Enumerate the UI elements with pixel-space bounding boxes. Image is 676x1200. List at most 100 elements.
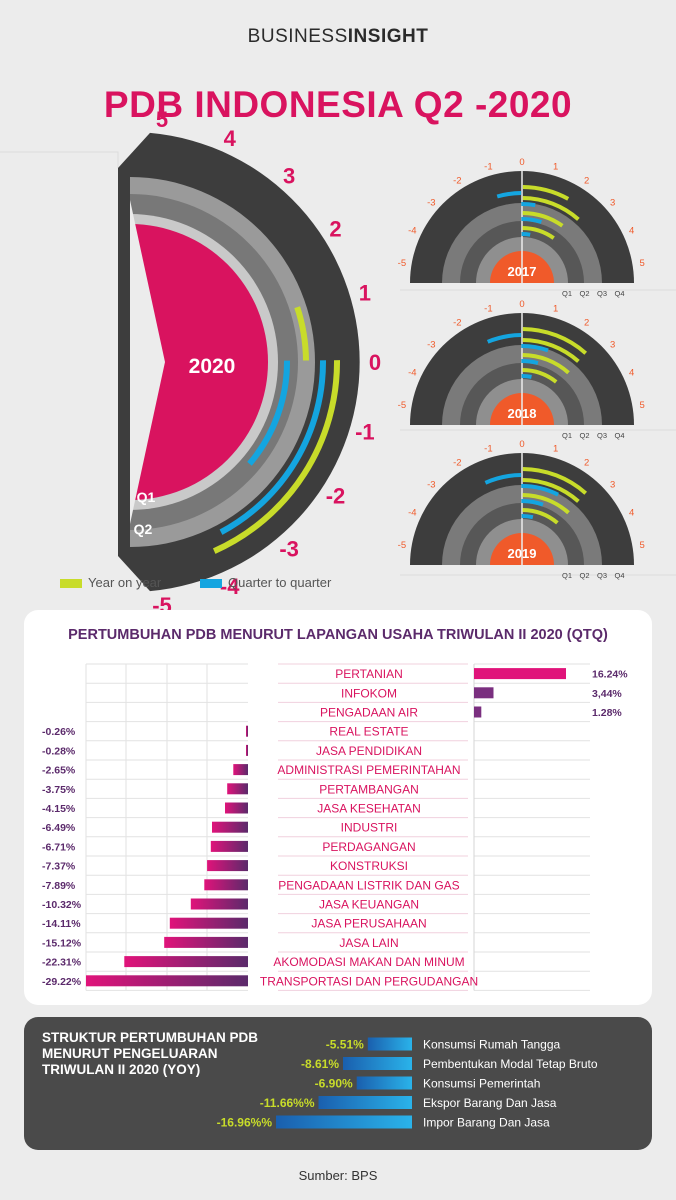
small-gauge-tick-label: -5: [398, 540, 406, 551]
legend-swatch-yoy: [60, 579, 82, 589]
small-gauge-arc-qtq-2019-q4: [521, 513, 534, 520]
qtq-category-label: PERDAGANGAN: [322, 840, 415, 854]
small-gauge-arc-yoy-2018-q1: [522, 327, 588, 355]
main-gauge-tick-label: -4: [220, 574, 240, 599]
legend-swatch-qtq: [200, 579, 222, 589]
qtq-bar: [474, 706, 482, 718]
small-gauge-tick-label: -1: [484, 162, 492, 173]
qtq-value-label: -3.75%: [42, 784, 76, 796]
small-gauge-arc-qtq-2017-q3: [521, 216, 543, 224]
qtq-value-label: -4.15%: [42, 803, 76, 815]
small-gauge-tick-label: 3: [610, 339, 615, 350]
main-gauge-ring-label-q1: Q1: [137, 489, 156, 505]
main-gauge-arc-q2-qtq: [219, 360, 327, 535]
qtq-bar: [246, 725, 248, 737]
small-gauge-arc-qtq-2018-q2: [521, 343, 549, 353]
main-gauge-year: 2020: [189, 355, 236, 378]
yoy-value-label: -5.51%: [326, 1038, 364, 1052]
qtq-value-label: -15.12%: [42, 937, 82, 949]
qtq-category-label: JASA KESEHATAN: [317, 802, 421, 816]
legend-label-yoy: Year on year: [88, 575, 162, 590]
qtq-value-label: -22.31%: [42, 957, 82, 969]
small-gauge-tick-label: 2: [584, 318, 589, 329]
small-gauge-year: 2017: [508, 264, 537, 279]
small-gauge-tick-label: 3: [610, 479, 615, 490]
small-gauge-tick-label: 3: [610, 197, 615, 208]
small-gauge-tick-label: -4: [408, 226, 416, 237]
small-gauge-arc-yoy-2017-q4: [522, 226, 555, 240]
brand-part-1: BUSINESS: [247, 26, 348, 47]
main-gauge-arc-q1-qtq: [247, 360, 291, 466]
qtq-value-label: -7.37%: [42, 861, 76, 873]
main-gauge-tick-label: -1: [355, 420, 375, 445]
qtq-category-label: PERTANIAN: [335, 667, 403, 681]
small-gauge-arc-qtq-2018-q4: [521, 374, 532, 379]
main-gauge-tick-label: 2: [329, 217, 341, 242]
brand-logo: BUSINESSINSIGHT: [0, 26, 676, 48]
small-gauge-arc-qtq-2017-q2: [521, 201, 536, 208]
main-gauge-notch: [130, 200, 165, 524]
yoy-category-label: Ekspor Barang Dan Jasa: [423, 1096, 557, 1110]
small-gauge-tick-label: -3: [427, 479, 435, 490]
legend-item-qtq: Quarter to quarter: [200, 575, 331, 590]
qtq-value-label: -2.65%: [42, 765, 76, 777]
small-gauge-arc-qtq-2019-q3: [521, 498, 544, 507]
small-gauge-year: 2018: [508, 406, 537, 421]
small-gauge-quarter-label: Q1: [562, 431, 572, 440]
qtq-value-label: -29.22%: [42, 976, 82, 988]
qtq-value-label: 3,44%: [592, 688, 622, 700]
small-gauge-quarter-label: Q2: [579, 431, 589, 440]
small-gauge-tick-label: 1: [553, 304, 558, 315]
qtq-bar: [124, 956, 248, 968]
small-gauge-quarter-label: Q1: [562, 289, 572, 298]
yoy-bar: [276, 1115, 412, 1129]
yoy-chart-title: STRUKTUR PERTUMBUHAN PDB MENURUT PENGELU…: [42, 1030, 258, 1077]
qtq-value-label: -7.89%: [42, 880, 76, 892]
small-gauge-arc-yoy-2017-q2: [522, 196, 580, 221]
yoy-category-label: Pembentukan Modal Tetap Bruto: [423, 1057, 598, 1071]
small-gauge-arc-qtq-2019-q1: [484, 473, 522, 485]
yoy-value-label: -16.96%%: [217, 1116, 273, 1130]
small-gauge-tick-label: -3: [427, 197, 435, 208]
small-gauge-tick-label: 5: [639, 258, 644, 269]
qtq-value-label: 1.28%: [592, 707, 622, 719]
brand-part-2: INSIGHT: [347, 26, 429, 47]
small-gauge-arc-yoy-2018-q4: [522, 368, 558, 384]
yoy-bar: [318, 1096, 412, 1109]
small-gauge-quarter-label: Q4: [614, 289, 624, 298]
yoy-value-label: -8.61%: [301, 1057, 339, 1071]
small-gauge-tick-label: -3: [427, 339, 435, 350]
small-gauge-tick-label: 0: [519, 299, 524, 310]
small-gauge-tick-label: 5: [639, 540, 644, 551]
small-gauge-arc-yoy-2019-q2: [522, 478, 580, 503]
qtq-bar: [225, 802, 248, 814]
qtq-value-label: -6.49%: [42, 822, 76, 834]
small-gauge-arc-yoy-2019-q3: [522, 493, 570, 515]
qtq-bar: [474, 668, 566, 680]
main-gauge-tick-label: -2: [326, 483, 346, 508]
qtq-category-label: TRANSPORTASI DAN PERGUDANGAN: [260, 974, 478, 988]
qtq-category-label: JASA PERUSAHAAN: [311, 917, 426, 931]
yoy-bar-chart: -5.51% Konsumsi Rumah Tangga -8.61% Pembent…: [217, 1037, 598, 1130]
qtq-bar: [207, 860, 248, 872]
qtq-category-label: KONSTRUKSI: [330, 859, 408, 873]
small-gauge-tick-label: 1: [553, 444, 558, 455]
qtq-value-label: 16.24%: [592, 669, 628, 681]
small-gauge-arc-qtq-2018-q1: [486, 333, 522, 344]
small-gauge-tick-label: 5: [639, 400, 644, 411]
main-gauge-tick-label: 0: [369, 350, 381, 375]
legend-item-yoy: Year on year: [60, 575, 161, 590]
page-title: PDB INDONESIA Q2 -2020: [103, 84, 573, 125]
small-gauge-arc-qtq-2018-q3: [521, 358, 539, 365]
small-gauge-tick-label: -5: [398, 400, 406, 411]
small-gauge-tick-label: 4: [629, 368, 634, 379]
qtq-category-label: ADMINISTRASI PEMERINTAHAN: [277, 763, 460, 777]
small-gauge-arc-yoy-2017-q1: [522, 185, 570, 201]
qtq-category-label: REAL ESTATE: [329, 725, 408, 739]
small-gauge-tick-label: -2: [453, 458, 461, 469]
qtq-chart-title: PERTUMBUHAN PDB MENURUT LAPANGAN USAHA T…: [68, 627, 608, 643]
small-gauge-quarter-label: Q3: [597, 571, 607, 580]
yoy-category-label: Konsumsi Rumah Tangga: [423, 1038, 561, 1052]
small-gauge-arc-yoy-2018-q2: [522, 338, 580, 363]
small-gauge-arc-qtq-2017-q4: [521, 231, 531, 237]
